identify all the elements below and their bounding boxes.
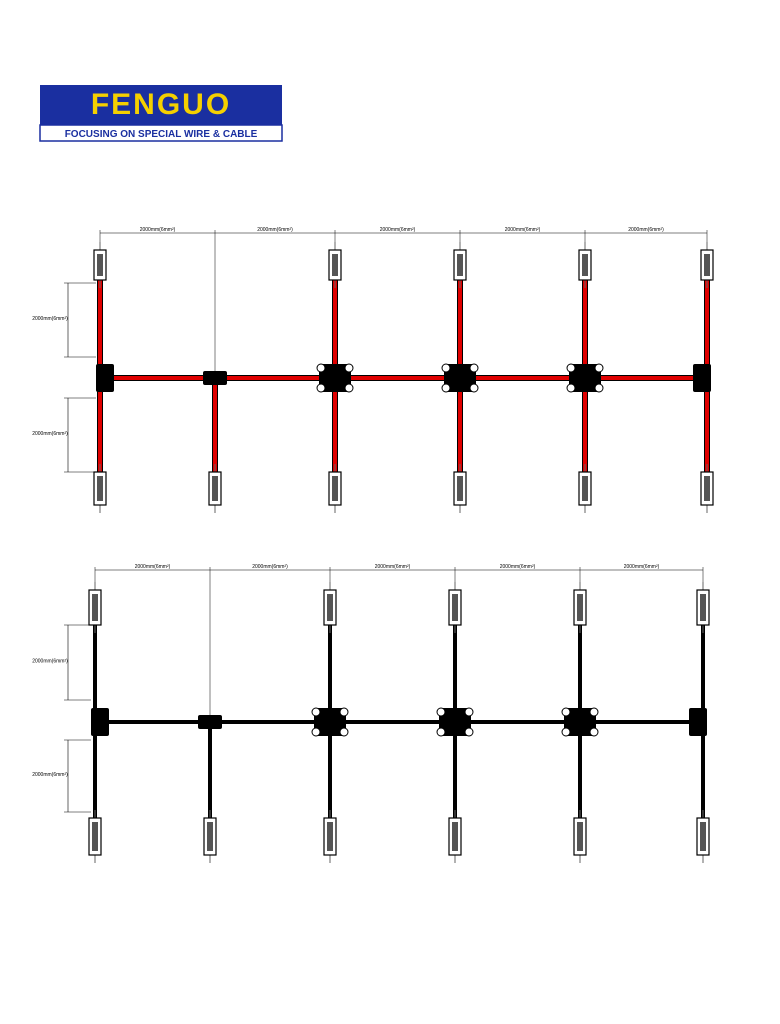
dimension-label: 2000mm(6mm²) [380, 227, 416, 233]
dimension-label: 2000mm(6mm²) [135, 564, 171, 570]
connector-core [700, 594, 706, 621]
t-junction [203, 371, 227, 385]
junction-nut [436, 727, 446, 737]
dimension-label: 2000mm(6mm²) [32, 431, 68, 437]
connector-core [327, 594, 333, 621]
dimension-label: 2000mm(6mm²) [32, 772, 68, 778]
junction-nut [561, 727, 571, 737]
dimension-label: 2000mm(6mm²) [32, 659, 68, 665]
junction-nut [469, 363, 479, 373]
t-junction [91, 708, 109, 736]
diagram-red: 2000mm(6mm²) 2000mm(6mm²) 2000mm(6mm²) 2000… [32, 227, 714, 513]
junction-nut [561, 707, 571, 717]
junction-nut [441, 363, 451, 373]
cross-junction [314, 708, 346, 736]
junction-nut [344, 383, 354, 393]
connector-core [582, 254, 588, 276]
junction-nut [464, 727, 474, 737]
connector-core [92, 594, 98, 621]
junction-nut [464, 707, 474, 717]
connector-core [327, 822, 333, 851]
connector-core [97, 254, 103, 276]
connector-core [452, 822, 458, 851]
junction-nut [589, 707, 599, 717]
dimension-label: 2000mm(6mm²) [624, 564, 660, 570]
connector-core [332, 476, 338, 501]
connector-core [582, 476, 588, 501]
connector-core [704, 476, 710, 501]
dimension-label: 2000mm(6mm²) [375, 564, 411, 570]
tagline-bg [39, 124, 283, 142]
dimension-label: 2000mm(6mm²) [628, 227, 664, 233]
logo-text: FENGUO [91, 88, 231, 121]
junction-nut [316, 363, 326, 373]
junction-nut [594, 383, 604, 393]
logo-bg [40, 85, 282, 125]
junction-nut [311, 707, 321, 717]
cross-junction [439, 708, 471, 736]
dimension-label: 2000mm(6mm²) [257, 227, 293, 233]
t-junction [689, 708, 707, 736]
junction-nut [316, 383, 326, 393]
junction-nut [339, 727, 349, 737]
connector-core [577, 594, 583, 621]
junction-nut [469, 383, 479, 393]
dimension-label: 2000mm(6mm²) [252, 564, 288, 570]
junction-nut [566, 363, 576, 373]
connector-core [97, 476, 103, 501]
t-junction [693, 364, 711, 392]
junction-nut [339, 707, 349, 717]
cross-junction [444, 364, 476, 392]
t-junction [198, 715, 222, 729]
connector-core [207, 822, 213, 851]
junction-nut [589, 727, 599, 737]
cross-junction [564, 708, 596, 736]
junction-nut [441, 383, 451, 393]
cross-junction [319, 364, 351, 392]
dimension-label: 2000mm(6mm²) [505, 227, 541, 233]
junction-nut [344, 363, 354, 373]
dimension-label: 2000mm(6mm²) [500, 564, 536, 570]
connector-core [704, 254, 710, 276]
connector-core [212, 476, 218, 501]
dimension-label: 2000mm(6mm²) [140, 227, 176, 233]
dimension-label: 2000mm(6mm²) [32, 316, 68, 322]
junction-nut [566, 383, 576, 393]
cross-junction [569, 364, 601, 392]
diagram-black: 2000mm(6mm²) 2000mm(6mm²) 2000mm(6mm²) 2000… [32, 564, 710, 863]
t-junction [96, 364, 114, 392]
tagline: FOCUSING ON SPECIAL WIRE & CABLE [65, 129, 258, 140]
connector-core [332, 254, 338, 276]
connector-core [457, 254, 463, 276]
connector-core [457, 476, 463, 501]
connector-core [577, 822, 583, 851]
logo: FENGUO FOCUSING ON SPECIAL WIRE & CABLE [39, 85, 283, 142]
junction-nut [436, 707, 446, 717]
connector-core [700, 822, 706, 851]
junction-nut [594, 363, 604, 373]
connector-core [92, 822, 98, 851]
connector-core [452, 594, 458, 621]
junction-nut [311, 727, 321, 737]
